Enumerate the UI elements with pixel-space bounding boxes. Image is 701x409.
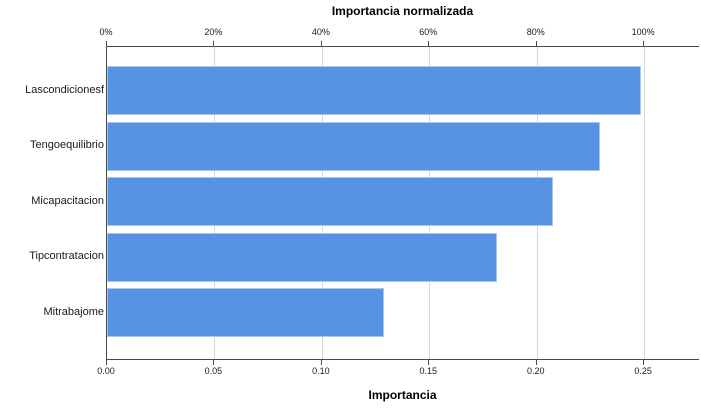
bottom-axis-tick-label: 0.15 — [419, 366, 438, 376]
bar — [107, 177, 554, 226]
bottom-tick-mark — [643, 360, 645, 365]
category-label: Micapacitacion — [31, 194, 104, 207]
bar — [107, 288, 384, 337]
category-label: Tengoequilibrio — [30, 139, 104, 151]
top-axis-tick-label: 60% — [419, 27, 438, 37]
bottom-tick-mark — [428, 360, 430, 365]
top-tick-mark — [106, 41, 107, 46]
bottom-axis-tick-label: 0.05 — [204, 366, 223, 376]
top-axis-tick-label: 40% — [311, 27, 330, 37]
top-axis-tick-label: 100% — [631, 27, 655, 37]
category-label: Tipcontratacion — [29, 250, 104, 262]
top-tick-mark — [643, 41, 645, 46]
bar — [107, 121, 601, 171]
top-tick-mark — [428, 41, 430, 46]
category-label: Mitrabajome — [43, 305, 104, 318]
top-tick-mark — [535, 41, 537, 46]
top-tick-mark — [213, 41, 215, 46]
category-label: Lascondicionesf — [25, 83, 104, 96]
top-axis-tick-label: 80% — [526, 27, 545, 37]
bar — [107, 232, 498, 282]
bottom-tick-mark — [106, 360, 107, 365]
plot-area — [106, 46, 699, 360]
top-tick-mark — [320, 41, 322, 46]
bottom-axis-tick-label: 0.20 — [526, 366, 545, 376]
top-axis-tick-label: 0% — [99, 27, 113, 37]
bottom-axis-tick-label: 0.25 — [634, 366, 652, 376]
gridline — [644, 47, 646, 359]
chart-title-top: Importancia normalizada — [331, 4, 474, 18]
top-axis-tick-label: 20% — [204, 27, 223, 37]
chart-title-bottom: Importancia — [368, 388, 437, 402]
bottom-axis-tick-label: 0.00 — [97, 366, 115, 376]
bar — [107, 66, 642, 115]
bottom-tick-mark — [535, 360, 537, 365]
bottom-tick-mark — [320, 360, 322, 365]
bottom-tick-mark — [213, 360, 215, 365]
bottom-axis-tick-label: 0.10 — [312, 366, 330, 376]
